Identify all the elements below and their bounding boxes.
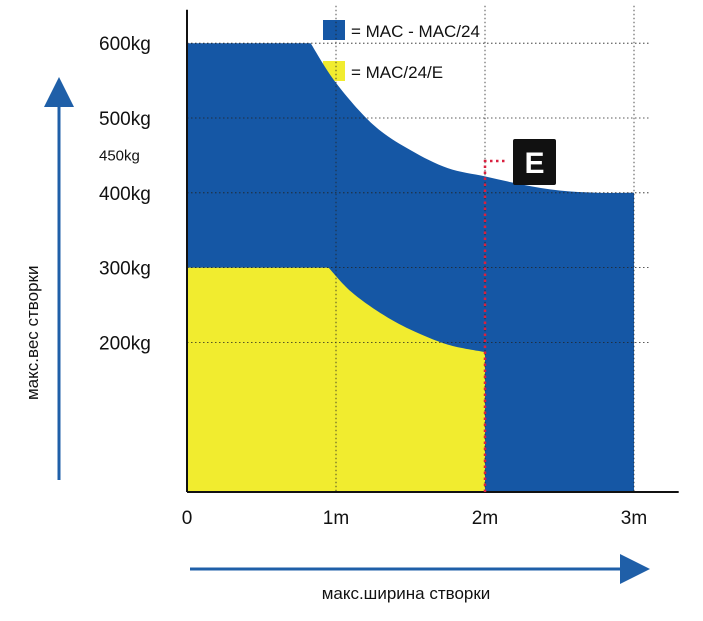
y-tick-label-200kg: 200kg bbox=[99, 333, 151, 354]
legend-label-blue: = MAC - MAC/24 bbox=[351, 22, 480, 41]
legend-label-yellow: = MAC/24/E bbox=[351, 63, 443, 82]
axes-layer bbox=[186, 9, 679, 493]
y-tick-label-600kg: 600kg bbox=[99, 34, 151, 55]
area-layer bbox=[187, 43, 634, 492]
marker-e-badge bbox=[513, 139, 556, 185]
y-axis-title: макс.вес створки bbox=[23, 266, 42, 400]
x-tick-label-3m: 3m bbox=[621, 508, 647, 529]
x-tick-label-2m: 2m bbox=[472, 508, 498, 529]
legend-swatch-blue bbox=[323, 20, 345, 40]
marker-e-line bbox=[483, 159, 506, 492]
x-tick-label-0: 0 bbox=[182, 508, 193, 529]
ticks-layer: 600kg 500kg 450kg 400kg 300kg 200kg 0 1m 2m 3m bbox=[99, 34, 647, 529]
grid-layer bbox=[187, 5, 649, 492]
y-tick-label-450kg: 450kg bbox=[99, 147, 140, 164]
y-tick-label-300kg: 300kg bbox=[99, 259, 151, 280]
x-axis-title: макс.ширина створки bbox=[322, 584, 491, 603]
marker-e-label: E bbox=[524, 147, 544, 180]
y-tick-label-500kg: 500kg bbox=[99, 109, 151, 130]
x-tick-label-1m: 1m bbox=[323, 508, 349, 529]
marker-layer: E bbox=[483, 139, 556, 492]
y-tick-label-400kg: 400kg bbox=[99, 184, 151, 205]
area-mac24e bbox=[187, 267, 485, 492]
